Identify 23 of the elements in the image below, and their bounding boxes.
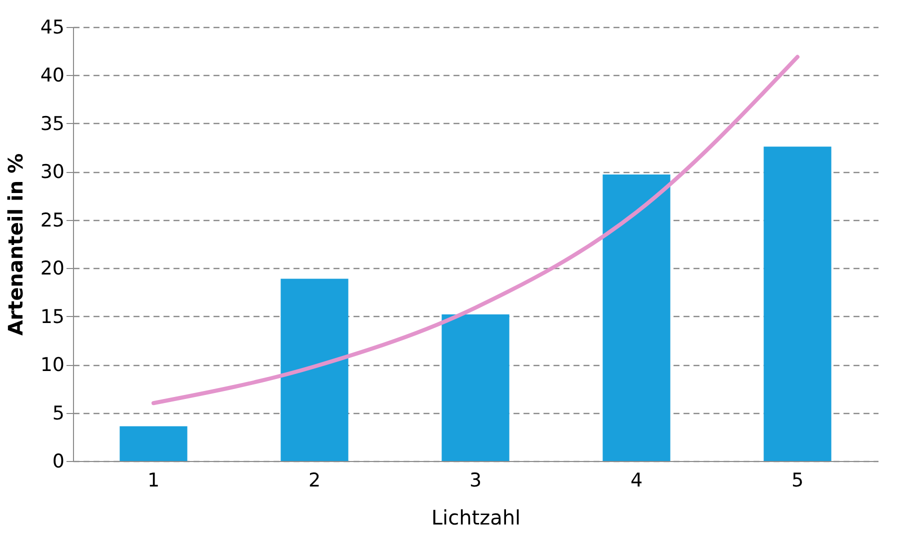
y-tick-label: 0 [52,450,64,472]
bar [602,174,670,461]
y-tick-label: 30 [40,161,64,184]
y-axis-title: Artenanteil in % [3,153,28,336]
y-tick-label: 15 [40,306,64,328]
y-tick-label: 40 [40,64,64,87]
y-tick-label: 45 [40,16,64,38]
bar [764,146,832,461]
bar [442,314,510,461]
y-tick-label: 5 [52,402,64,424]
x-tick-label: 2 [308,470,321,492]
bar [280,278,348,461]
x-tick-label: 4 [630,470,643,492]
line-series [152,54,800,406]
x-axis-title: Lichtzahl [431,506,521,530]
y-tick-label: 20 [40,258,64,280]
x-tick-label: 3 [469,470,482,492]
bar [120,426,188,461]
x-tick-label: 5 [791,470,804,492]
x-tick-label: 1 [147,470,160,492]
y-tick-label: 35 [40,112,64,135]
y-tick-label: 10 [40,354,64,376]
y-tick-label: 25 [40,209,64,232]
